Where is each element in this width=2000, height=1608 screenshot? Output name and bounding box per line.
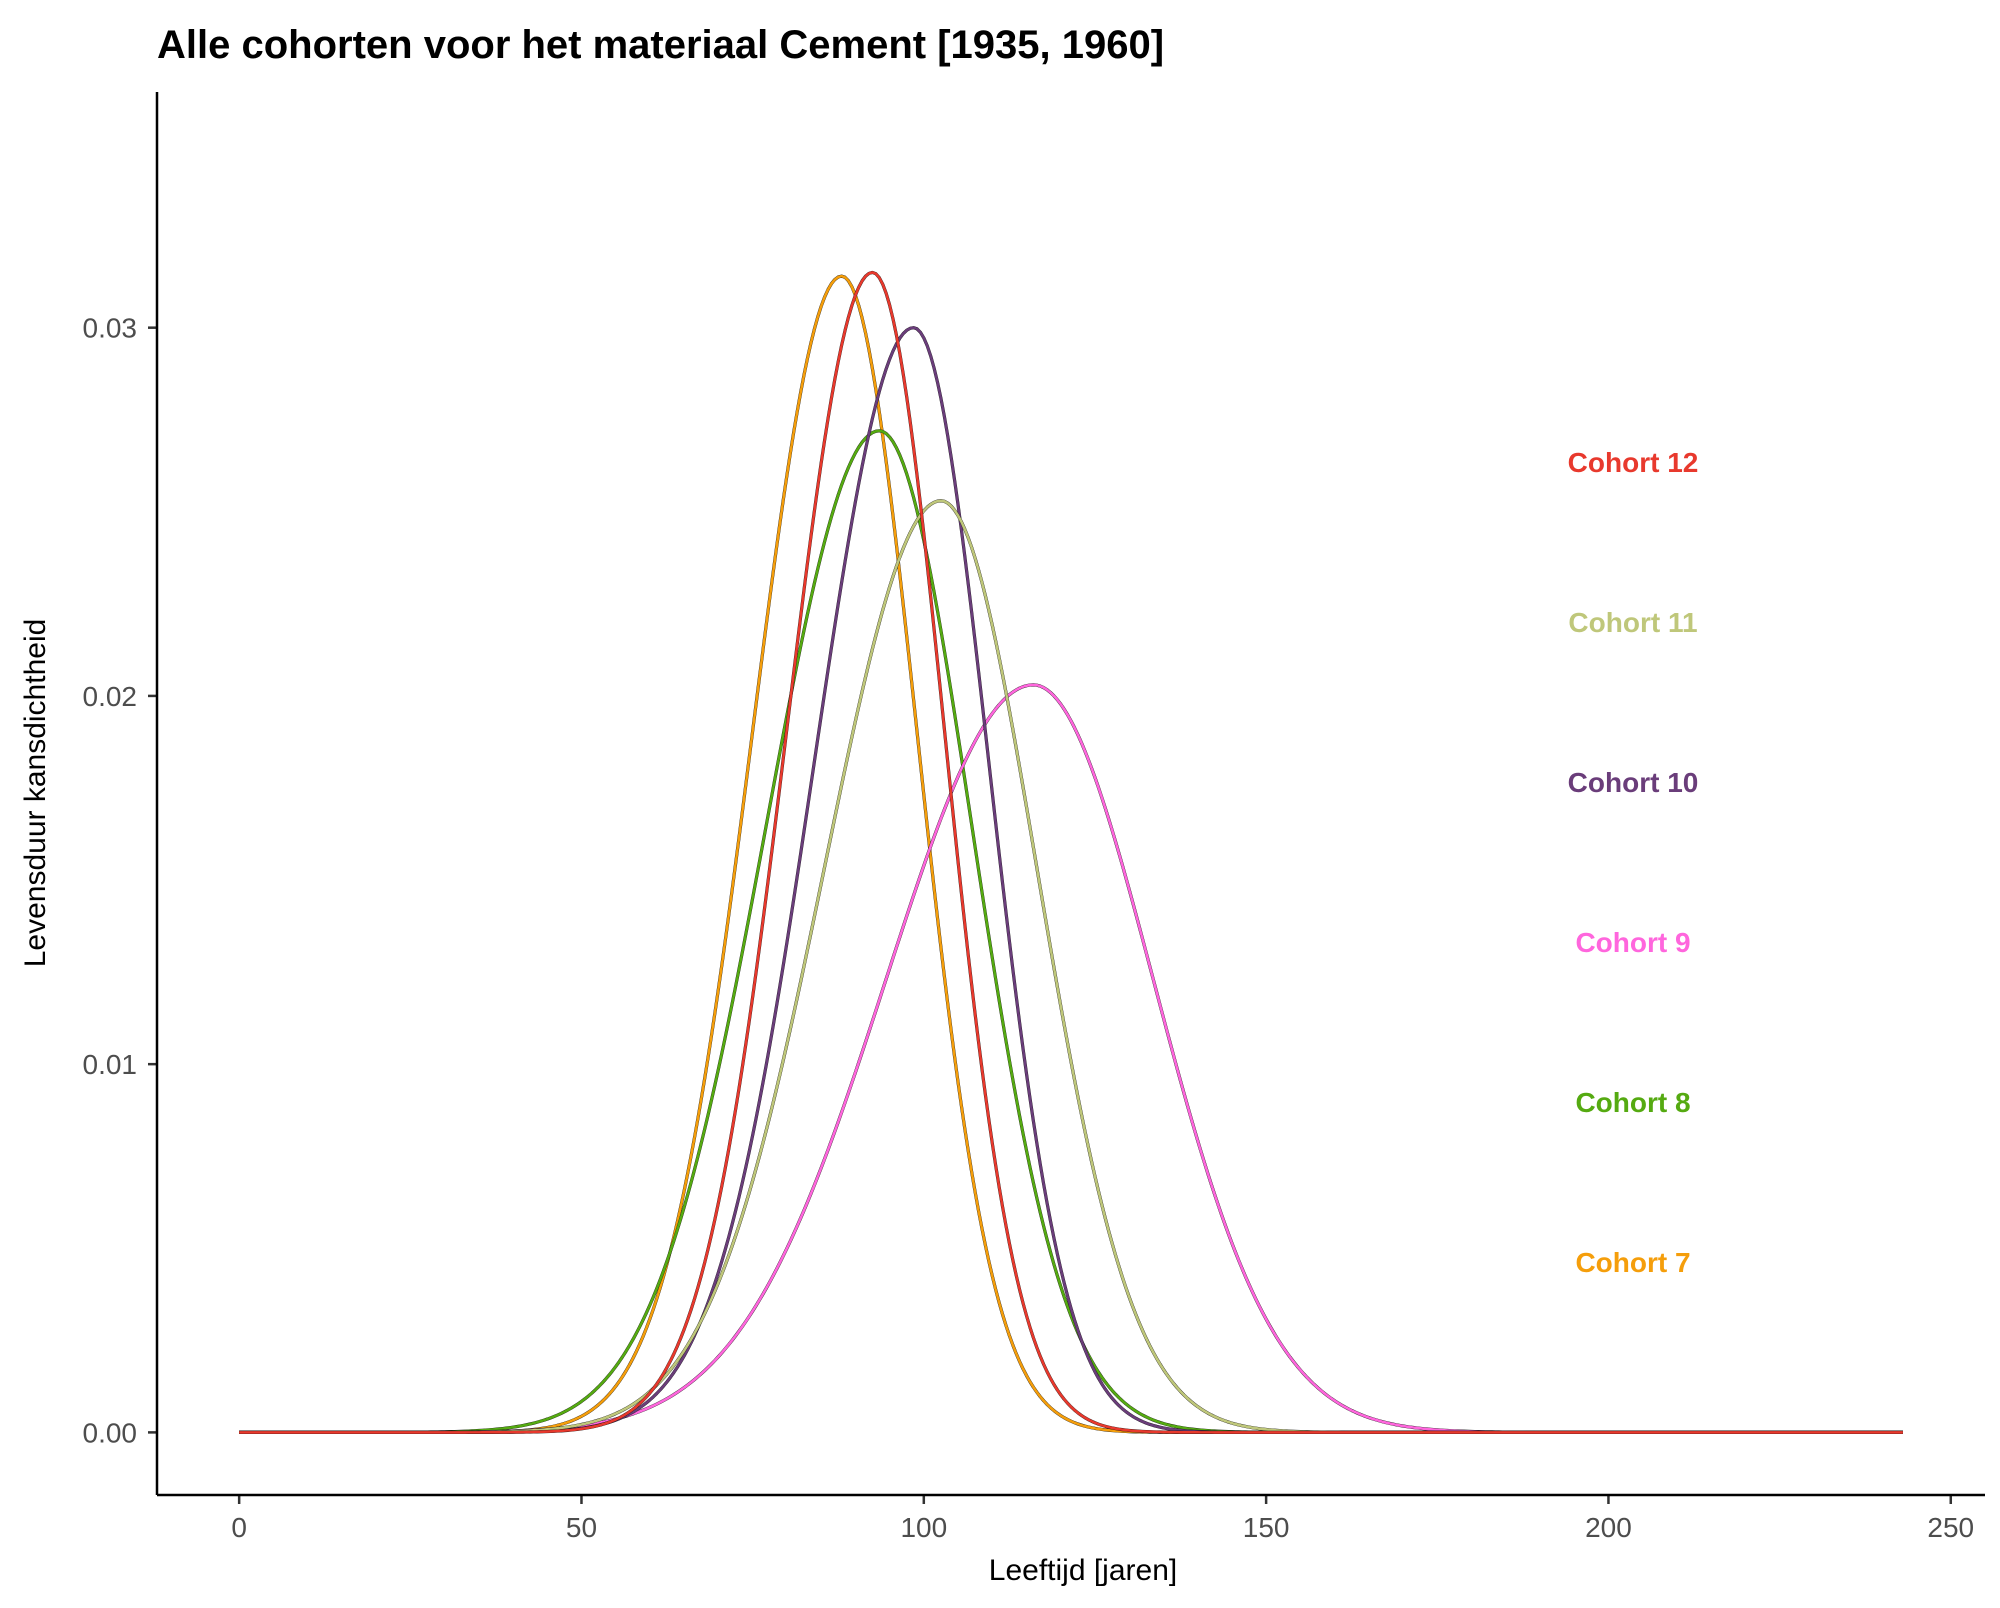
series-line-cohort-12 [239, 271, 1903, 1434]
x-tick-label: 200 [1585, 1512, 1632, 1543]
y-tick-label: 0.03 [83, 313, 138, 344]
x-tick-label: 100 [900, 1512, 947, 1543]
series-line-cohort-11 [239, 499, 1903, 1434]
y-tick-label: 0.00 [83, 1417, 138, 1448]
chart-title: Alle cohorten voor het materiaal Cement … [157, 23, 1164, 67]
x-tick-label: 250 [1927, 1512, 1974, 1543]
y-tick-label: 0.02 [83, 681, 138, 712]
series-line-shadow-cohort-11 [239, 499, 1903, 1435]
x-tick-label: 50 [566, 1512, 597, 1543]
y-axis-title: Levensduur kansdichtheid [19, 619, 52, 968]
legend-label-cohort-7: Cohort 7 [1575, 1247, 1690, 1278]
x-tick-label: 0 [231, 1512, 247, 1543]
legend-label-cohort-8: Cohort 8 [1575, 1087, 1690, 1118]
legend-label-cohort-10: Cohort 10 [1568, 767, 1699, 798]
legend: Cohort 12 Cohort 11 Cohort 10 Cohort 9 Cohor… [1568, 447, 1699, 1278]
legend-label-cohort-12: Cohort 12 [1568, 447, 1699, 478]
x-tick-label: 150 [1243, 1512, 1290, 1543]
series-layer [239, 270, 1903, 1435]
legend-label-cohort-11: Cohort 11 [1568, 607, 1697, 638]
y-tick-label: 0.01 [83, 1049, 138, 1080]
y-axis-ticks: 0.00 0.01 0.02 0.03 [83, 313, 157, 1448]
legend-label-cohort-9: Cohort 9 [1575, 927, 1690, 958]
x-axis-ticks: 0 50 100 150 200 250 [231, 1495, 1974, 1543]
x-axis-title: Leeftijd [jaren] [989, 1554, 1177, 1587]
